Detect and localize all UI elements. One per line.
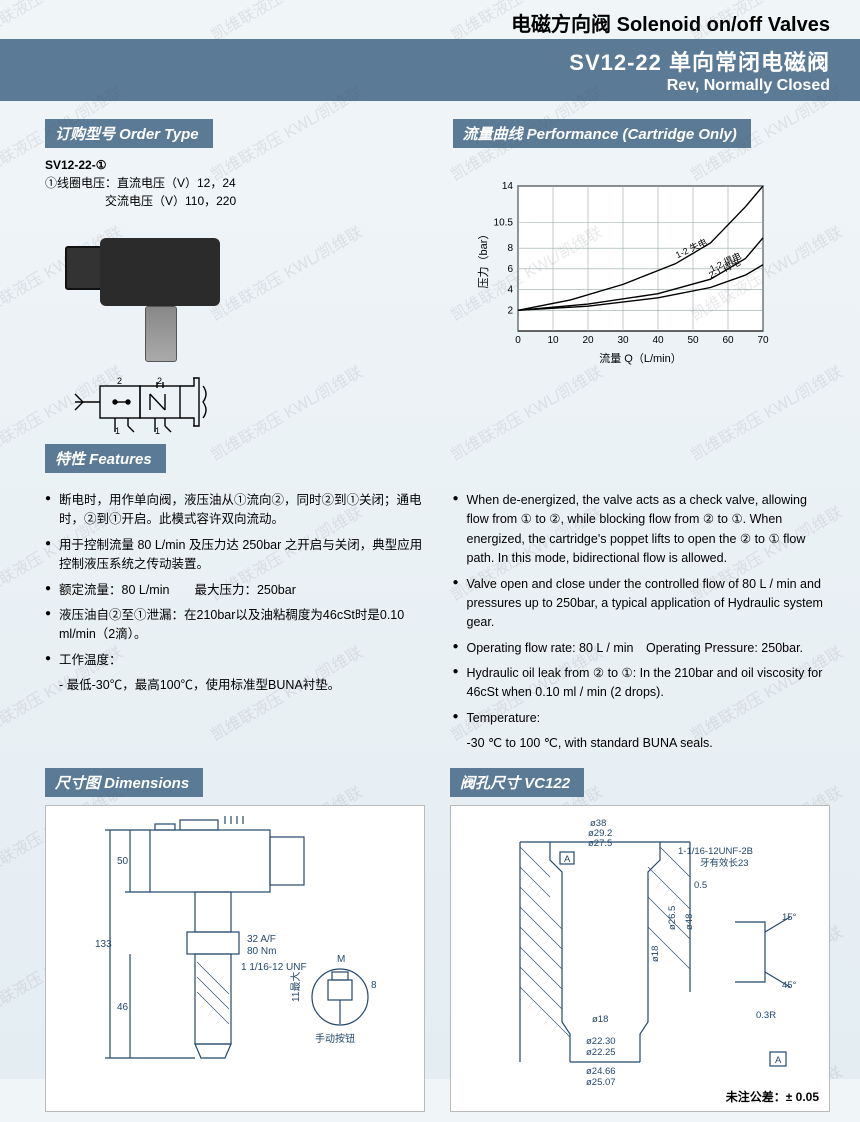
svg-text:0.5: 0.5 <box>694 880 707 891</box>
svg-text:ø24.66: ø24.66 <box>586 1066 616 1077</box>
svg-text:M: M <box>337 954 345 965</box>
svg-text:流量 Q（L/min）: 流量 Q（L/min） <box>599 351 682 365</box>
svg-text:70: 70 <box>757 335 769 346</box>
svg-text:ø25.07: ø25.07 <box>586 1077 616 1088</box>
feature-item: 额定流量：80 L/min 最大压力：250bar <box>45 581 423 600</box>
temp-range-cn: - 最低-30℃，最高100℃，使用标准型BUNA衬垫。 <box>45 676 423 695</box>
tolerance-note: 未注公差：± 0.05 <box>726 1088 819 1105</box>
title-bar: SV12-22 单向常闭电磁阀 Rev, Normally Closed <box>0 39 860 101</box>
svg-text:2: 2 <box>117 376 122 386</box>
svg-text:A: A <box>775 1055 782 1066</box>
svg-text:1: 1 <box>115 426 120 434</box>
svg-text:ø27.5: ø27.5 <box>588 838 612 849</box>
feature-item: When de-energized, the valve acts as a c… <box>453 491 831 569</box>
page-category: 电磁方向阀 Solenoid on/off Valves <box>0 0 860 39</box>
svg-text:1: 1 <box>155 426 160 434</box>
svg-text:10: 10 <box>547 335 559 346</box>
order-type-heading: 订购型号 Order Type <box>45 119 213 148</box>
feature-item: Temperature: <box>453 709 831 728</box>
svg-text:ø22.25: ø22.25 <box>586 1047 616 1058</box>
svg-text:1 1/16-12 UNF: 1 1/16-12 UNF <box>241 962 307 973</box>
svg-text:45°: 45° <box>782 980 797 991</box>
feature-item: Valve open and close under the controlle… <box>453 575 831 633</box>
svg-text:手动按钮: 手动按钮 <box>315 1032 355 1045</box>
svg-text:0: 0 <box>515 335 521 346</box>
svg-text:0.3R: 0.3R <box>756 1010 776 1021</box>
svg-text:10.5: 10.5 <box>493 217 513 228</box>
svg-text:牙有效长23: 牙有效长23 <box>700 857 749 869</box>
svg-text:A: A <box>564 854 571 865</box>
feature-item: 用于控制流量 80 L/min 及压力达 250bar 之开启与关闭，典型应用控… <box>45 536 423 575</box>
svg-text:11最大: 11最大 <box>289 971 302 1001</box>
temp-range-en: -30 ℃ to 100 ℃, with standard BUNA seals… <box>453 734 831 753</box>
svg-text:6: 6 <box>507 264 513 275</box>
svg-text:ø22.30: ø22.30 <box>586 1036 616 1047</box>
feature-item: 液压油自②至①泄漏：在210bar以及油粘稠度为46cSt时是0.10 ml/m… <box>45 606 423 645</box>
features-heading: 特性 Features <box>45 444 166 473</box>
svg-text:30: 30 <box>617 335 629 346</box>
feature-item: 工作温度： <box>45 651 423 670</box>
svg-text:40: 40 <box>652 335 664 346</box>
order-voltage-ac: 交流电压（V）110，220 <box>45 192 423 210</box>
svg-text:8: 8 <box>371 980 377 991</box>
svg-text:15°: 15° <box>782 912 797 923</box>
svg-text:50: 50 <box>117 856 129 867</box>
feature-item: Hydraulic oil leak from ② to ①: In the 2… <box>453 664 831 703</box>
svg-text:133: 133 <box>95 939 112 950</box>
svg-text:32 A/F: 32 A/F <box>247 934 276 945</box>
svg-text:ø18: ø18 <box>650 945 661 961</box>
product-photo <box>45 218 235 368</box>
dimensions-drawing: 133 50 46 32 A/F 80 Nm 1 1/16-12 UNF <box>45 805 425 1112</box>
svg-text:1-1/16-12UNF-2B: 1-1/16-12UNF-2B <box>678 846 753 857</box>
svg-text:50: 50 <box>687 335 699 346</box>
features-list-en: When de-energized, the valve acts as a c… <box>453 491 831 728</box>
svg-text:压力（bar）: 压力（bar） <box>477 229 490 289</box>
svg-text:4: 4 <box>507 285 513 296</box>
svg-text:ø48: ø48 <box>684 913 695 929</box>
cavity-drawing: ø38 ø29.2 ø27.5 1-1/16-12UNF-2B 牙有效长23 0… <box>450 805 830 1112</box>
hydraulic-symbol: 2 2 1 1 <box>45 374 235 434</box>
svg-text:2: 2 <box>157 376 162 386</box>
svg-text:8: 8 <box>507 243 513 254</box>
order-model: SV12-22-① <box>45 156 423 174</box>
features-list-cn: 断电时，用作单向阀，液压油从①流向②，同时②到①关闭；通电时，②到①开启。此模式… <box>45 491 423 670</box>
svg-text:14: 14 <box>501 181 513 192</box>
dimensions-heading: 尺寸图 Dimensions <box>45 768 203 797</box>
svg-text:ø26.5: ø26.5 <box>667 905 678 929</box>
feature-item: 断电时，用作单向阀，液压油从①流向②，同时②到①关闭；通电时，②到①开启。此模式… <box>45 491 423 530</box>
performance-heading: 流量曲线 Performance (Cartridge Only) <box>453 119 751 148</box>
feature-item: Operating flow rate: 80 L / min Operatin… <box>453 639 831 658</box>
svg-text:2: 2 <box>507 305 513 316</box>
order-voltage-dc: ①线圈电压：直流电压（V）12，24 <box>45 174 423 192</box>
svg-text:80 Nm: 80 Nm <box>247 946 276 957</box>
product-title-cn: SV12-22 单向常闭电磁阀 <box>0 45 830 77</box>
svg-text:46: 46 <box>117 1002 129 1013</box>
svg-text:ø18: ø18 <box>592 1014 608 1025</box>
svg-text:20: 20 <box>582 335 594 346</box>
performance-chart: 010203040506070246810.5141-2 失电1-2 得电2-1… <box>473 176 773 366</box>
cavity-heading: 阀孔尺寸 VC122 <box>450 768 584 797</box>
svg-text:60: 60 <box>722 335 734 346</box>
order-type-block: SV12-22-① ①线圈电压：直流电压（V）12，24 交流电压（V）110，… <box>45 156 423 210</box>
product-title-en: Rev, Normally Closed <box>0 77 830 95</box>
